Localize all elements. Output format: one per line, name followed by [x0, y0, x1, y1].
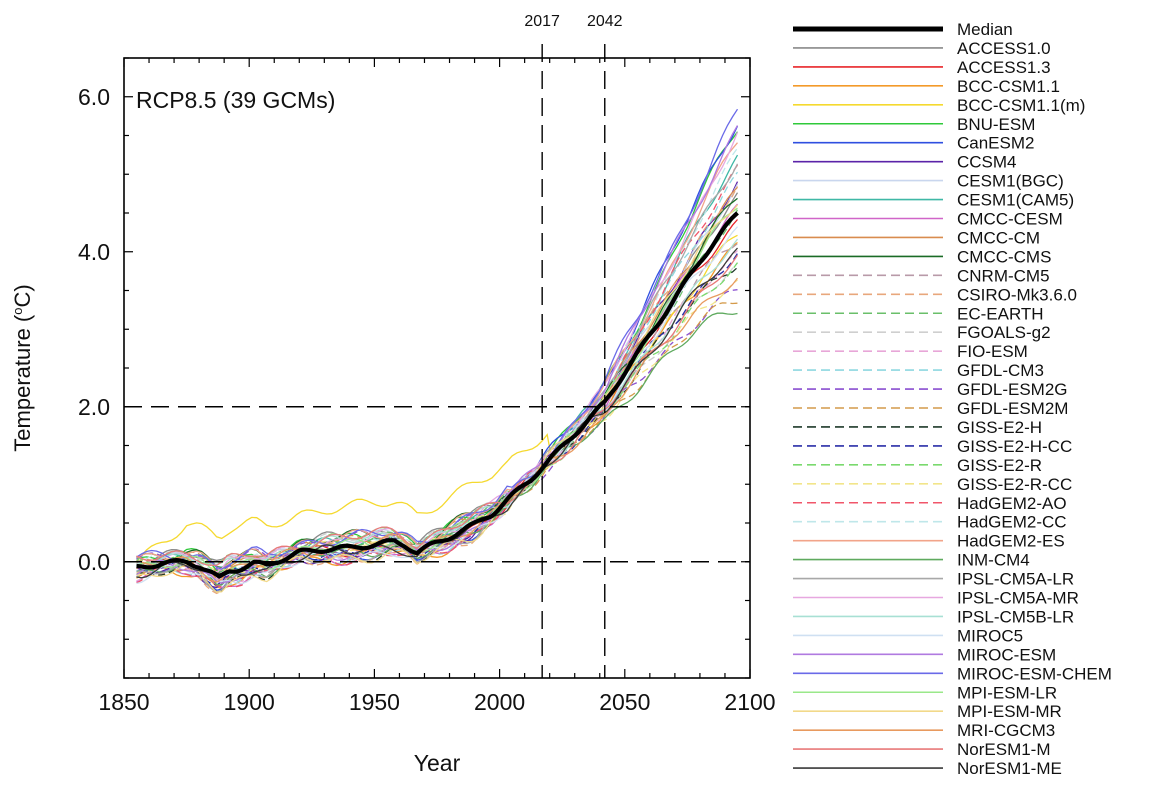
series-line [136, 147, 739, 578]
panel-label: RCP8.5 (39 GCMs) [136, 87, 335, 113]
series-line [136, 183, 739, 565]
series-line [136, 192, 739, 565]
x-tick-label: 1850 [98, 689, 149, 715]
series-line [136, 209, 739, 575]
legend-label: IPSL-CM5B-LR [957, 607, 1074, 626]
series-line [136, 186, 739, 595]
legend: MedianACCESS1.0ACCESS1.3BCC-CSM1.1BCC-CS… [793, 20, 1112, 778]
series-line [136, 181, 739, 589]
legend-label: HadGEM2-AO [957, 494, 1067, 513]
legend-label: BCC-CSM1.1 [957, 77, 1060, 96]
series-line [136, 186, 738, 582]
legend-label: CCSM4 [957, 153, 1017, 172]
median-line [136, 211, 739, 579]
legend-label: CNRM-CM5 [957, 266, 1050, 285]
series-line [136, 207, 738, 578]
legend-label: IPSL-CM5A-MR [957, 589, 1079, 608]
legend-label: MIROC5 [957, 626, 1023, 645]
x-tick-label: 1950 [349, 689, 400, 715]
x-tick-label: 1900 [224, 689, 275, 715]
reference-lines-layer: 2017 2042 [124, 13, 750, 678]
legend-label: GISS-E2-H-CC [957, 437, 1072, 456]
legend-label: CSIRO-Mk3.6.0 [957, 285, 1077, 304]
y-tick-label: 2.0 [78, 394, 110, 420]
series-line [136, 164, 739, 588]
series-line [136, 154, 739, 572]
series-line [136, 219, 738, 580]
series-line [136, 279, 738, 575]
y-axis-label-degree: o [10, 308, 25, 315]
legend-label: GISS-E2-R [957, 456, 1042, 475]
legend-label: MPI-ESM-MR [957, 702, 1062, 721]
legend-label: CMCC-CM [957, 228, 1040, 247]
legend-label: FGOALS-g2 [957, 323, 1051, 342]
y-tick-label: 4.0 [78, 239, 110, 265]
legend-label: GISS-E2-H [957, 418, 1042, 437]
series-line [135, 234, 738, 563]
legend-label: GFDL-ESM2M [957, 399, 1068, 418]
legend-median-label: Median [957, 20, 1013, 39]
legend-label: MIROC-ESM [957, 645, 1056, 664]
vertical-reference-label: 2017 [524, 13, 560, 30]
series-line [136, 238, 739, 568]
legend-label: BCC-CSM1.1(m) [957, 96, 1085, 115]
series-line [136, 171, 739, 588]
series-line [136, 203, 738, 589]
legend-label: MIROC-ESM-CHEM [957, 664, 1112, 683]
y-tick-label: 6.0 [78, 84, 110, 110]
legend-label: GFDL-CM3 [957, 361, 1044, 380]
legend-label: NorESM1-M [957, 740, 1051, 759]
legend-label: EC-EARTH [957, 304, 1044, 323]
legend-label: HadGEM2-CC [957, 513, 1067, 532]
x-axis-label: Year [414, 750, 461, 776]
legend-label: CMCC-CESM [957, 210, 1063, 229]
legend-label: ACCESS1.0 [957, 39, 1051, 58]
median-series-layer [136, 211, 739, 579]
axis-layer: 1850 1900 1950 2000 2050 2100 0.0 2.0 4.0 6.0 [78, 57, 776, 715]
legend-label: NorESM1-ME [957, 759, 1062, 778]
model-series-layer [135, 108, 739, 595]
legend-label: GISS-E2-R-CC [957, 475, 1072, 494]
legend-label: ACCESS1.3 [957, 58, 1051, 77]
legend-label: CESM1(BGC) [957, 172, 1064, 191]
y-axis-label: Temperature (oC) [10, 284, 35, 451]
legend-label: FIO-ESM [957, 342, 1028, 361]
legend-label: MRI-CGCM3 [957, 721, 1055, 740]
legend-label: GFDL-ESM2G [957, 380, 1068, 399]
legend-label: MPI-ESM-LR [957, 683, 1057, 702]
x-tick-label: 2100 [724, 689, 775, 715]
y-axis-label-unit: C) [10, 284, 35, 307]
legend-label: CESM1(CAM5) [957, 191, 1074, 210]
series-line [136, 197, 738, 569]
legend-label: HadGEM2-ES [957, 532, 1065, 551]
legend-label: CanESM2 [957, 134, 1034, 153]
legend-label: BNU-ESM [957, 115, 1035, 134]
legend-label: IPSL-CM5A-LR [957, 570, 1074, 589]
y-axis-label-main: Temperature ( [10, 314, 35, 452]
x-tick-label: 2050 [599, 689, 650, 715]
legend-label: INM-CM4 [957, 551, 1030, 570]
legend-label: CMCC-CMS [957, 247, 1051, 266]
y-tick-label: 0.0 [78, 549, 110, 575]
series-line [136, 266, 738, 593]
x-tick-label: 2000 [474, 689, 525, 715]
vertical-reference-label: 2042 [587, 13, 623, 30]
